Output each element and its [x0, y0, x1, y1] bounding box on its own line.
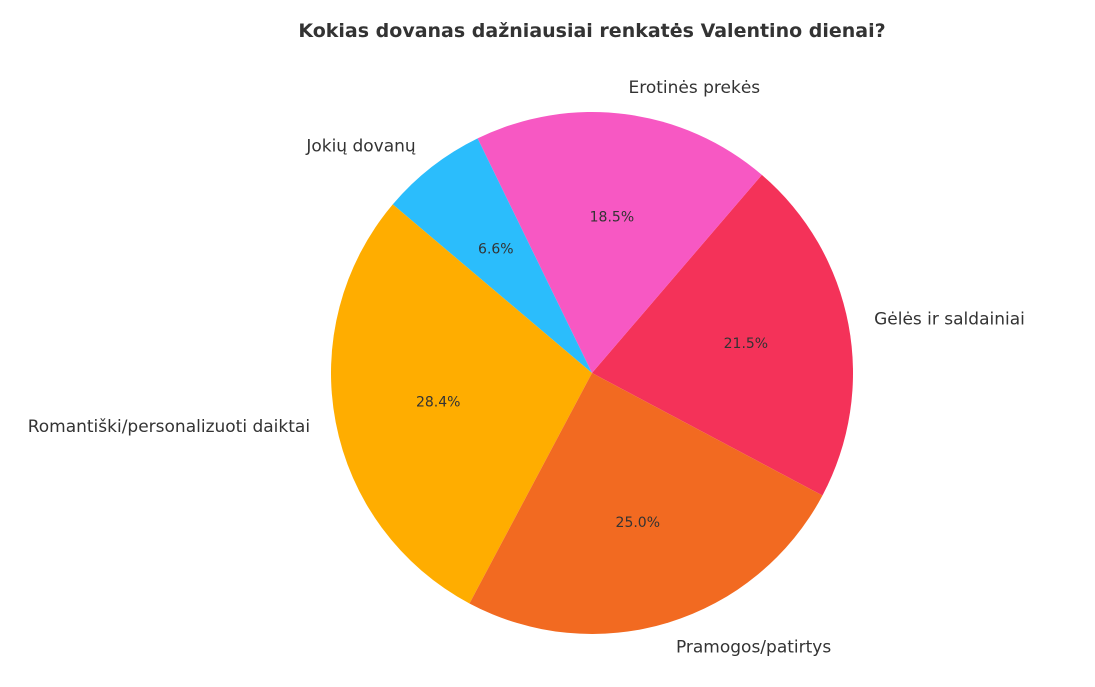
slice-percentage-label: 25.0% [616, 515, 660, 531]
pie-slice [592, 174, 854, 496]
slice-label: Erotinės prekės [628, 78, 760, 98]
pie-labels: Gėlės ir saldainiai 21.5% Erotinės prekės 1… [28, 78, 1025, 657]
pie-slice [469, 373, 823, 634]
chart-title: Kokias dovanas dažniausiai renkatės Vale… [298, 20, 885, 42]
slice-percentage-label: 28.4% [416, 395, 460, 411]
slice-percentage-label: 6.6% [478, 241, 514, 257]
slice-label: Jokių dovanų [305, 136, 416, 156]
pie-slices [331, 112, 854, 634]
pie-slice [477, 112, 762, 373]
slice-percentage-label: 21.5% [724, 336, 768, 352]
pie-slice [392, 138, 592, 373]
slice-label: Romantiški/personalizuoti daiktai [28, 417, 310, 437]
slice-percentage-label: 18.5% [590, 210, 634, 226]
pie-slice [331, 204, 592, 604]
slice-label: Gėlės ir saldainiai [874, 310, 1025, 330]
slice-label: Pramogos/patirtys [676, 638, 831, 658]
